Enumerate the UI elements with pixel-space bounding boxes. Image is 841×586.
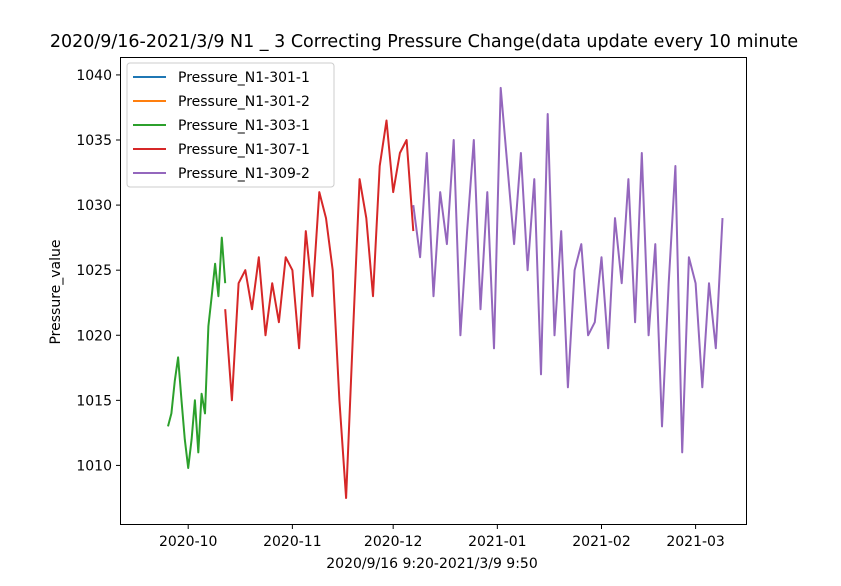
legend-box <box>126 62 335 188</box>
series-line-4 <box>224 119 415 499</box>
y-tick-label: 1020 <box>76 328 112 344</box>
x-tick-label: 2021-01 <box>468 534 527 550</box>
x-axis-label: 2020/9/16 9:20-2021/3/9 9:50 <box>326 556 538 572</box>
x-tick-label: 2020-10 <box>159 534 218 550</box>
y-tick-label: 1035 <box>76 133 112 149</box>
legend-label: Pressure_N1-307-1 <box>178 142 310 158</box>
x-tick-label: 2020-12 <box>364 534 423 550</box>
legend: Pressure_N1-301-1 Pressure_N1-301-2 Pressu… <box>126 62 335 188</box>
series-line-5 <box>412 86 724 454</box>
axes-frame <box>120 57 747 525</box>
y-tick-label: 1010 <box>76 458 112 474</box>
y-tick-label: 1015 <box>76 393 112 409</box>
y-axis-label: Pressure_value <box>48 239 64 344</box>
x-axis: 2020-10 2020-11 2020-12 2021-01 2021-02 2021-… <box>159 524 725 550</box>
x-tick-label: 2021-02 <box>572 534 631 550</box>
legend-label: Pressure_N1-301-2 <box>178 94 310 110</box>
plot-area <box>167 86 724 499</box>
legend-label: Pressure_N1-309-2 <box>178 166 310 182</box>
series-line-3 <box>167 236 227 469</box>
legend-label: Pressure_N1-301-1 <box>178 70 310 86</box>
x-tick-label: 2020-11 <box>263 534 322 550</box>
legend-label: Pressure_N1-303-1 <box>178 118 310 134</box>
y-tick-label: 1025 <box>76 263 112 279</box>
y-tick-label: 1040 <box>76 68 112 84</box>
x-tick-label: 2021-03 <box>666 534 725 550</box>
y-tick-label: 1030 <box>76 198 112 214</box>
y-axis: 1010 1015 1020 1025 1030 1035 1040 <box>76 68 121 474</box>
chart-title: 2020/9/16-2021/3/9 N1 _ 3 Correcting Pre… <box>50 32 798 52</box>
